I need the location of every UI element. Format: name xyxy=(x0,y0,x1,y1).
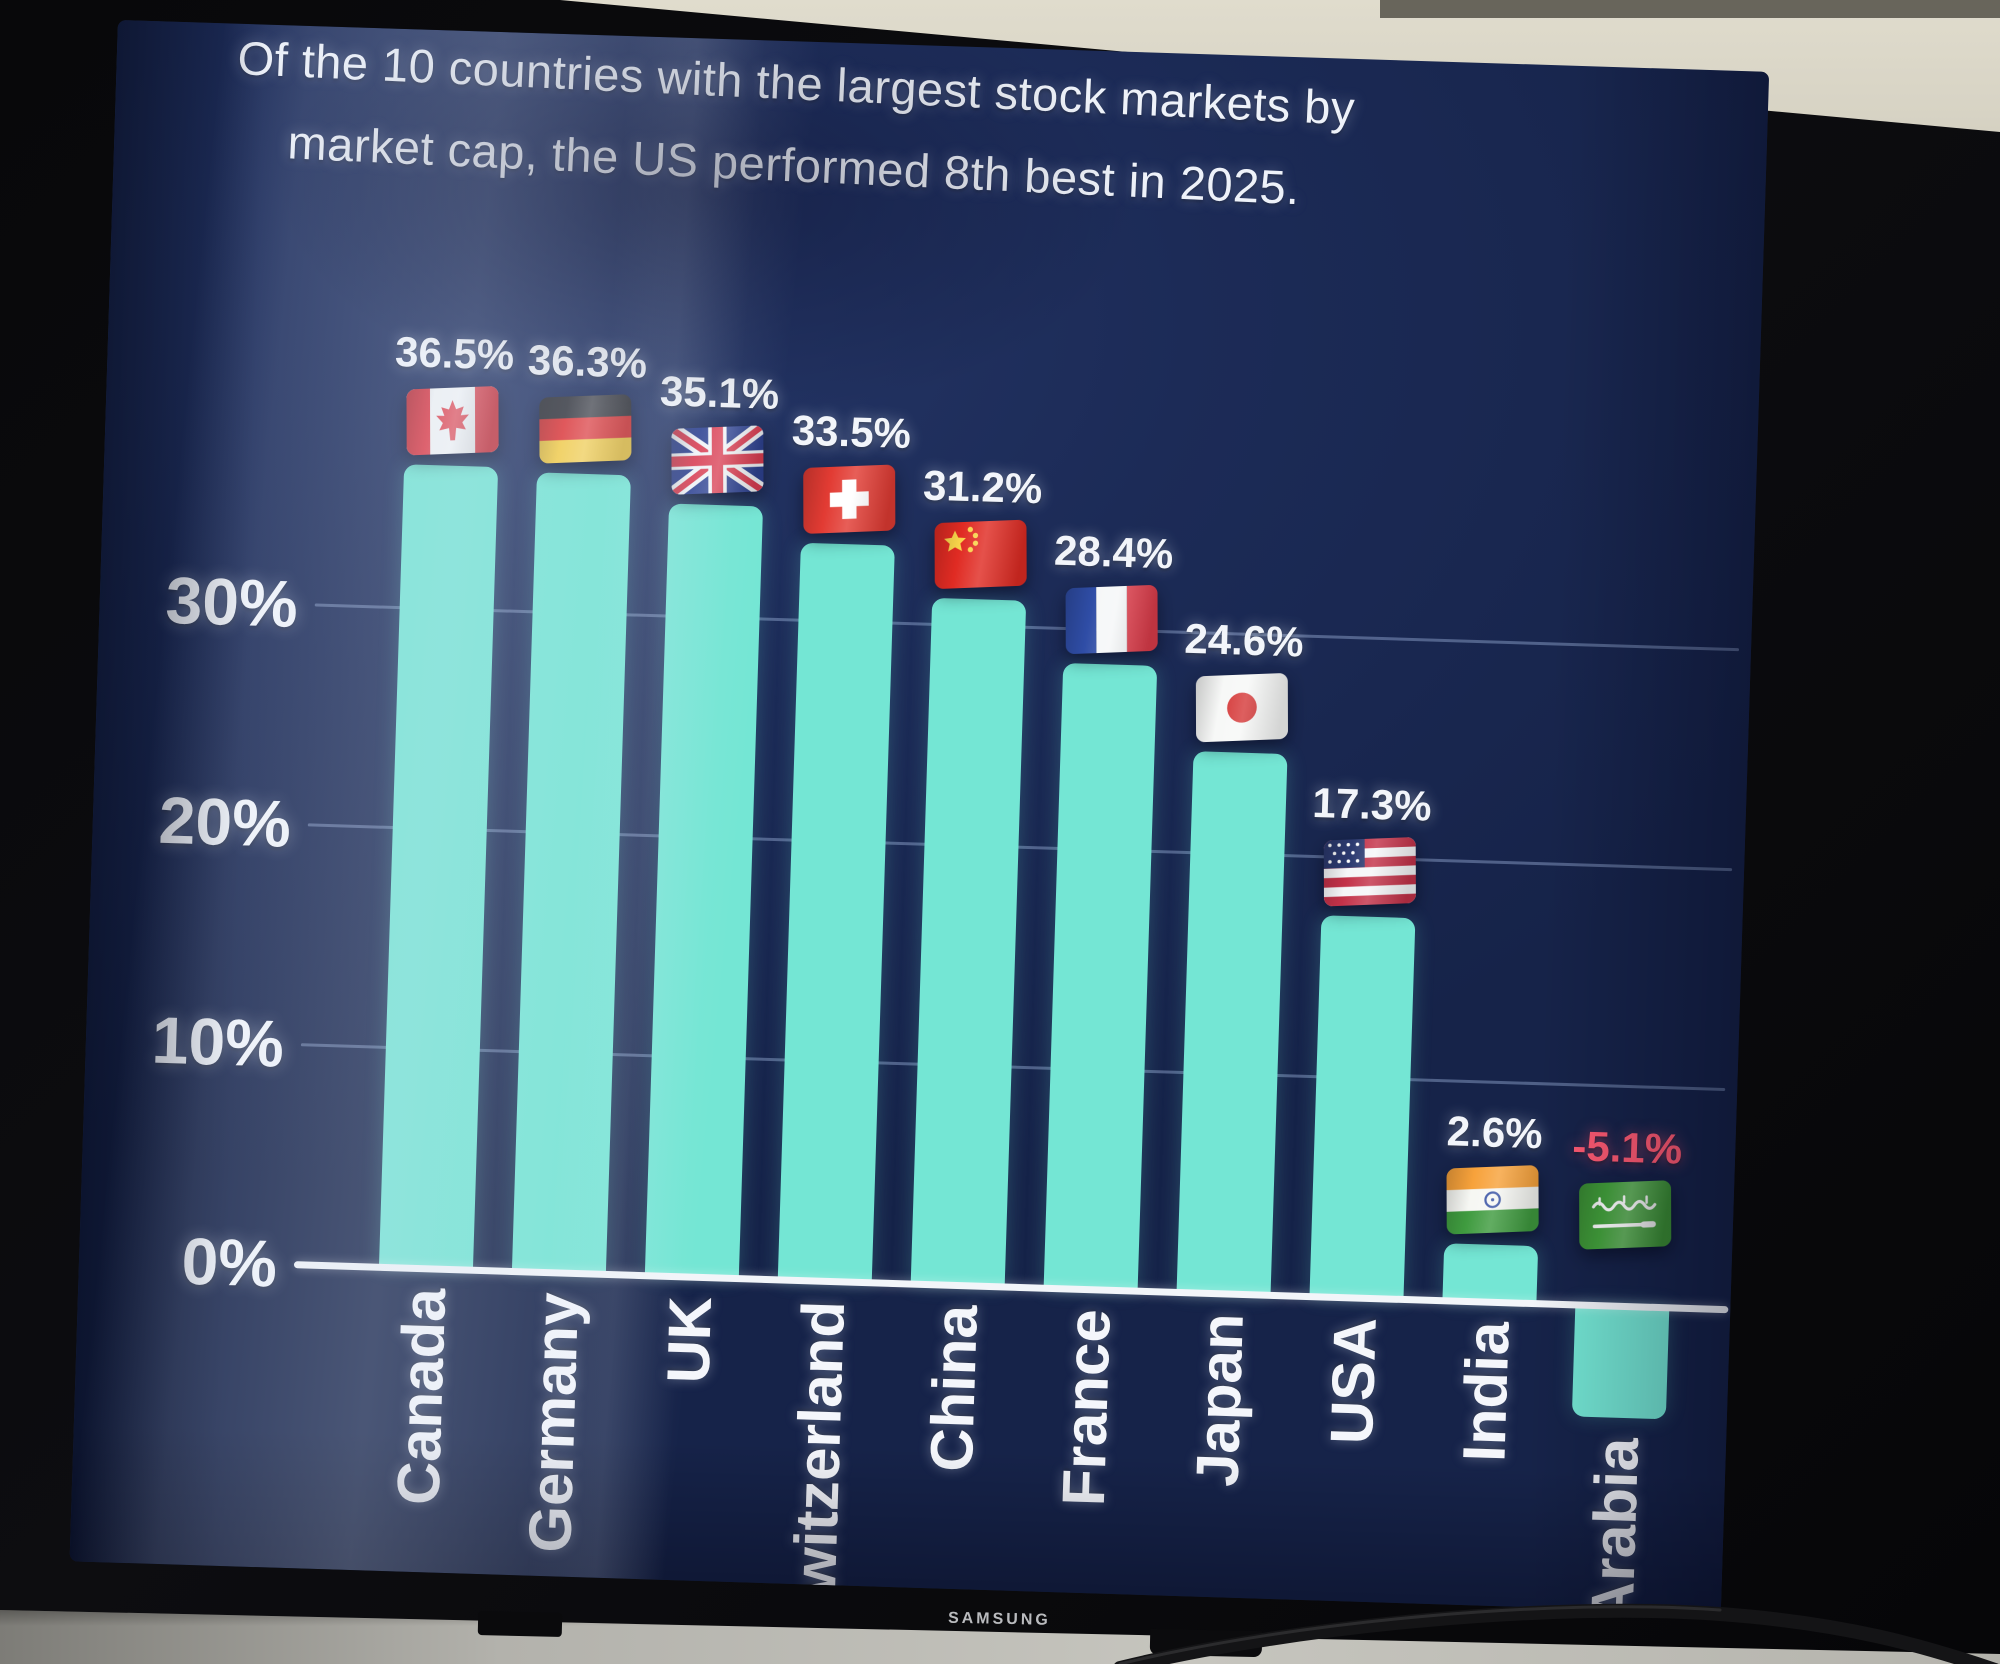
value-label-usa: 17.3% xyxy=(1311,779,1433,831)
y-axis-tick-0: 0% xyxy=(180,1223,279,1301)
tv-screen: Of the 10 countries with the largest sto… xyxy=(69,20,1770,1614)
category-label-saudi-arabia: Saudi Arabia xyxy=(1573,1437,1651,1613)
uk-flag xyxy=(671,425,764,495)
bar-india xyxy=(1442,1243,1539,1304)
tv-stand-foot xyxy=(477,1610,563,1638)
category-label-germany: Germany xyxy=(516,1291,592,1554)
gridline-20 xyxy=(307,823,1733,872)
bar-uk xyxy=(644,503,764,1279)
category-label-canada: Canada xyxy=(384,1287,459,1506)
germany-flag xyxy=(539,394,632,465)
bar-japan xyxy=(1176,750,1288,1295)
bar-saudi-arabia xyxy=(1571,1304,1670,1420)
value-label-saudi-arabia: -5.1% xyxy=(1571,1122,1683,1173)
category-label-france: France xyxy=(1049,1308,1123,1507)
value-label-japan: 24.6% xyxy=(1183,614,1305,666)
category-label-japan: Japan xyxy=(1183,1312,1256,1488)
category-label-usa: USA xyxy=(1317,1316,1389,1446)
bar-canada xyxy=(378,464,499,1270)
wall-top-shadow xyxy=(1380,0,2000,18)
usa-flag xyxy=(1323,837,1416,907)
canada-flag xyxy=(406,385,499,456)
saudi-arabia-flag xyxy=(1579,1180,1672,1250)
category-label-uk: UK xyxy=(654,1295,725,1385)
category-label-china: China xyxy=(917,1303,991,1473)
value-label-france: 28.4% xyxy=(1053,526,1175,578)
value-label-china: 31.2% xyxy=(922,461,1044,512)
india-flag xyxy=(1446,1164,1539,1235)
y-axis-tick-20: 20% xyxy=(157,782,292,861)
gridline-10 xyxy=(300,1043,1726,1092)
bar-china xyxy=(910,597,1027,1287)
category-label-india: India xyxy=(1450,1320,1522,1463)
category-label-switzerland: Switzerland xyxy=(779,1299,858,1614)
japan-flag xyxy=(1195,672,1289,743)
gridline-30 xyxy=(314,603,1740,652)
bar-france xyxy=(1043,663,1158,1291)
bar-switzerland xyxy=(777,542,895,1283)
y-axis-tick-10: 10% xyxy=(150,1002,286,1081)
power-cable xyxy=(1114,1603,1999,1664)
bar-germany xyxy=(511,472,631,1274)
y-axis-tick-30: 30% xyxy=(164,562,299,641)
value-label-switzerland: 33.5% xyxy=(791,406,912,458)
